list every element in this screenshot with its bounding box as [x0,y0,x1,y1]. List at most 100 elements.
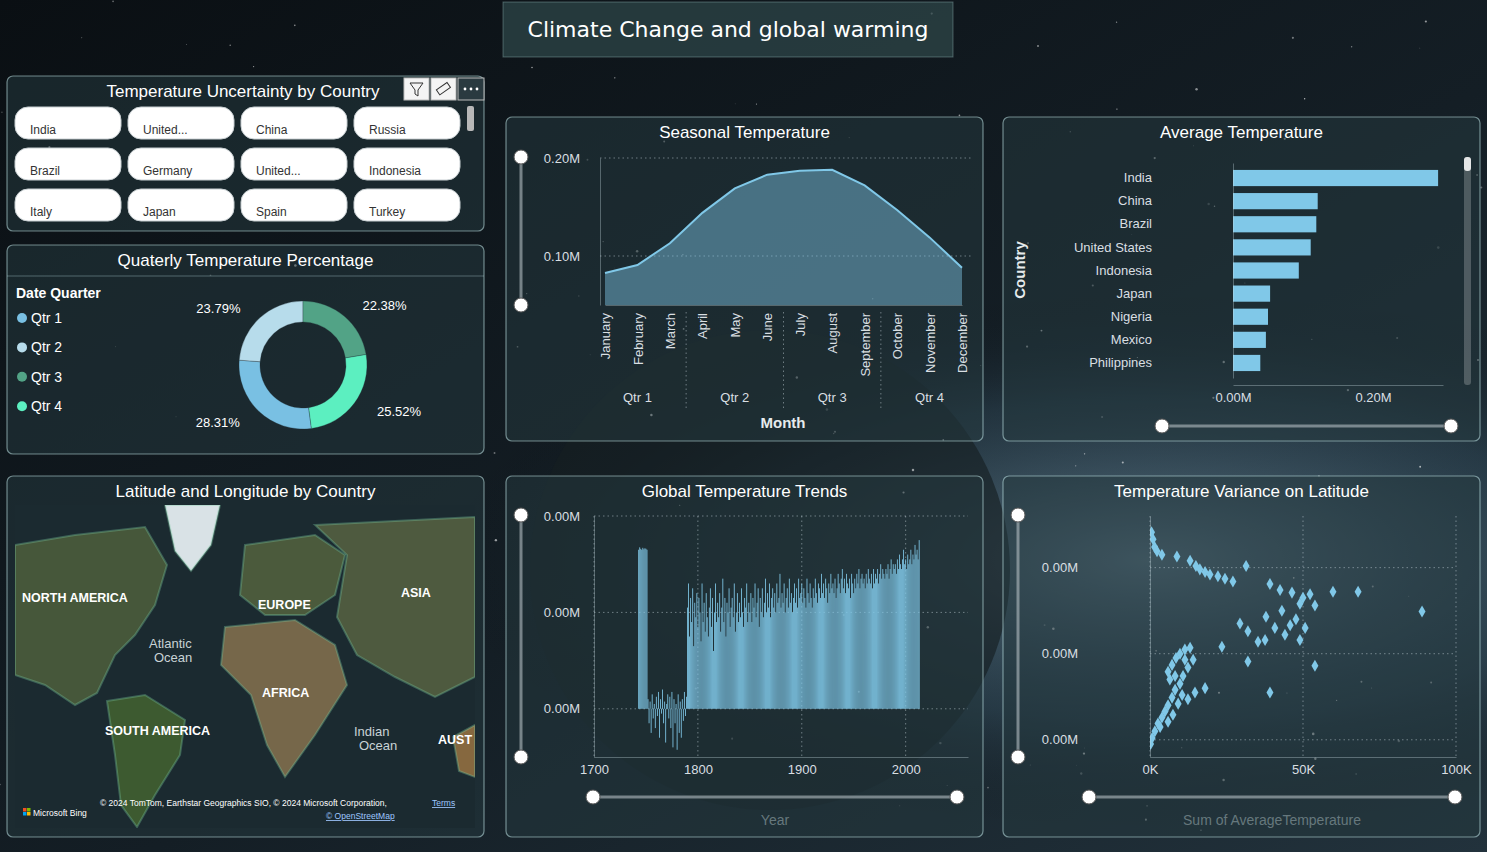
point [1271,622,1278,634]
donut-chart: Quaterly Temperature PercentageDate Quar… [7,245,484,454]
slicer-item-label[interactable]: Japan [143,205,176,219]
slicer-button-frame[interactable] [15,107,121,139]
bar [837,574,839,709]
slicer-button[interactable]: Turkey [354,189,460,221]
slicer-button[interactable]: China [241,107,347,139]
slider[interactable] [1011,508,1025,764]
scatter-chart: Temperature Variance on Latitude0.00M0.0… [1003,476,1480,837]
slicer-item-label[interactable]: Italy [30,205,52,219]
slicer-button[interactable]: Italy [15,189,121,221]
axis-line [595,757,969,758]
slicer-button-frame[interactable] [128,148,234,180]
slicer-item-label[interactable]: Russia [369,123,406,137]
slicer-button-frame[interactable] [128,107,234,139]
bar [817,583,819,708]
slider-handle[interactable] [1082,790,1096,804]
slicer-button-frame[interactable] [241,148,347,180]
star [1116,108,1117,109]
slice [239,360,311,429]
axis-line [600,159,601,306]
slicer-item-label[interactable]: United... [143,123,188,137]
slicer-button-frame[interactable] [354,148,460,180]
bar [1233,286,1270,302]
map-area[interactable] [15,505,475,828]
slicer-item-label[interactable]: United... [256,164,301,178]
slicer-button[interactable]: Japan [128,189,234,221]
slider-handle[interactable] [950,790,964,804]
tick: 1900 [788,757,817,777]
bar [856,574,858,709]
bar [894,564,896,709]
bar [834,579,836,709]
map-terms-link[interactable]: Terms [432,798,455,808]
point [1243,560,1250,572]
slider-track [1017,515,1020,757]
slider-handle[interactable] [514,150,528,164]
panel-frame [7,245,484,454]
scrollbar-thumb[interactable] [1464,157,1471,171]
slider-handle[interactable] [514,750,528,764]
bar [786,588,788,709]
axis-line [1150,517,1151,758]
slider-handle[interactable] [514,508,528,522]
slicer-button-frame[interactable] [241,189,347,221]
bar [812,588,814,709]
point [1221,573,1228,585]
axis-line [1233,164,1234,379]
panel-title: Latitude and Longitude by Country [116,482,376,501]
slider[interactable] [514,508,528,764]
bar [670,709,672,728]
slider[interactable] [514,150,528,312]
slicer-item-label[interactable]: China [256,123,288,137]
scrollbar[interactable] [467,106,474,131]
slider[interactable] [1082,790,1462,804]
slider-handle[interactable] [586,790,600,804]
eraser-icon[interactable] [431,78,456,100]
point [1302,622,1309,634]
slicer-button-frame[interactable] [128,189,234,221]
slicer-item-label[interactable]: Indonesia [369,164,421,178]
slicer-button[interactable]: Indonesia [354,148,460,180]
slider-handle[interactable] [514,298,528,312]
tick-label: Mexico [1111,332,1152,347]
filter-icon[interactable] [404,78,429,100]
slicer-button-frame[interactable] [241,107,347,139]
point [1355,586,1362,598]
slicer-button-frame[interactable] [354,189,460,221]
slicer-button-frame[interactable] [15,189,121,221]
slider[interactable] [1155,419,1458,433]
slicer-item-label[interactable]: Germany [143,164,192,178]
slicer-item-label[interactable]: Turkey [369,205,405,219]
slicer-button-frame[interactable] [15,148,121,180]
grid-line [1150,739,1456,740]
point [1281,629,1288,641]
map-osm-link[interactable]: © OpenStreetMap [326,811,395,821]
bar [905,559,907,708]
slicer-button[interactable]: Brazil [15,148,121,180]
slicer-button[interactable]: United... [241,148,347,180]
slider-handle[interactable] [1444,419,1458,433]
bar [781,593,783,709]
scrollbar-track[interactable] [1464,157,1471,385]
toolbar[interactable] [404,78,484,100]
tick-label: 0.00M [1042,732,1078,747]
slicer-item-label[interactable]: Brazil [30,164,60,178]
slider-handle[interactable] [1011,508,1025,522]
point [1287,619,1294,631]
axis-title: Country [1011,241,1028,299]
grid-line [697,516,698,757]
slicer-button[interactable]: Germany [128,148,234,180]
more-icon[interactable] [458,78,484,100]
slicer-item-label[interactable]: India [30,123,56,137]
slicer-button-frame[interactable] [354,107,460,139]
slider-handle[interactable] [1155,419,1169,433]
slider-handle[interactable] [1011,750,1025,764]
slicer-button[interactable]: United... [128,107,234,139]
slicer-button[interactable]: India [15,107,121,139]
slicer-button[interactable]: Spain [241,189,347,221]
slider-handle[interactable] [1448,790,1462,804]
slicer-item-label[interactable]: Spain [256,205,287,219]
slicer-button[interactable]: Russia [354,107,460,139]
slider[interactable] [586,790,964,804]
point [1266,578,1273,590]
